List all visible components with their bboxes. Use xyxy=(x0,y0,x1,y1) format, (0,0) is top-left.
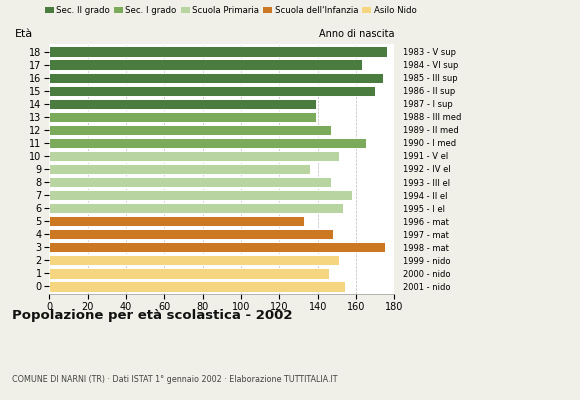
Bar xyxy=(49,138,365,148)
Bar xyxy=(49,177,331,187)
Bar xyxy=(49,98,316,109)
Legend: Sec. II grado, Sec. I grado, Scuola Primaria, Scuola dell'Infanzia, Asilo Nido: Sec. II grado, Sec. I grado, Scuola Prim… xyxy=(45,6,416,15)
Bar xyxy=(49,86,375,96)
Bar xyxy=(49,72,383,83)
Text: Anno di nascita: Anno di nascita xyxy=(319,29,394,39)
Bar xyxy=(49,229,333,240)
Bar xyxy=(49,203,343,214)
Bar xyxy=(49,216,304,226)
Bar xyxy=(49,281,345,292)
Text: COMUNE DI NARNI (TR) · Dati ISTAT 1° gennaio 2002 · Elaborazione TUTTITALIA.IT: COMUNE DI NARNI (TR) · Dati ISTAT 1° gen… xyxy=(12,375,337,384)
Bar xyxy=(49,112,316,122)
Text: Età: Età xyxy=(15,29,33,39)
Text: Popolazione per età scolastica - 2002: Popolazione per età scolastica - 2002 xyxy=(12,309,292,322)
Bar xyxy=(49,255,339,266)
Bar xyxy=(49,151,339,161)
Bar xyxy=(49,242,385,252)
Bar xyxy=(49,164,310,174)
Bar xyxy=(49,268,329,278)
Bar xyxy=(49,124,331,135)
Bar xyxy=(49,60,362,70)
Bar xyxy=(49,190,352,200)
Bar xyxy=(49,46,387,57)
